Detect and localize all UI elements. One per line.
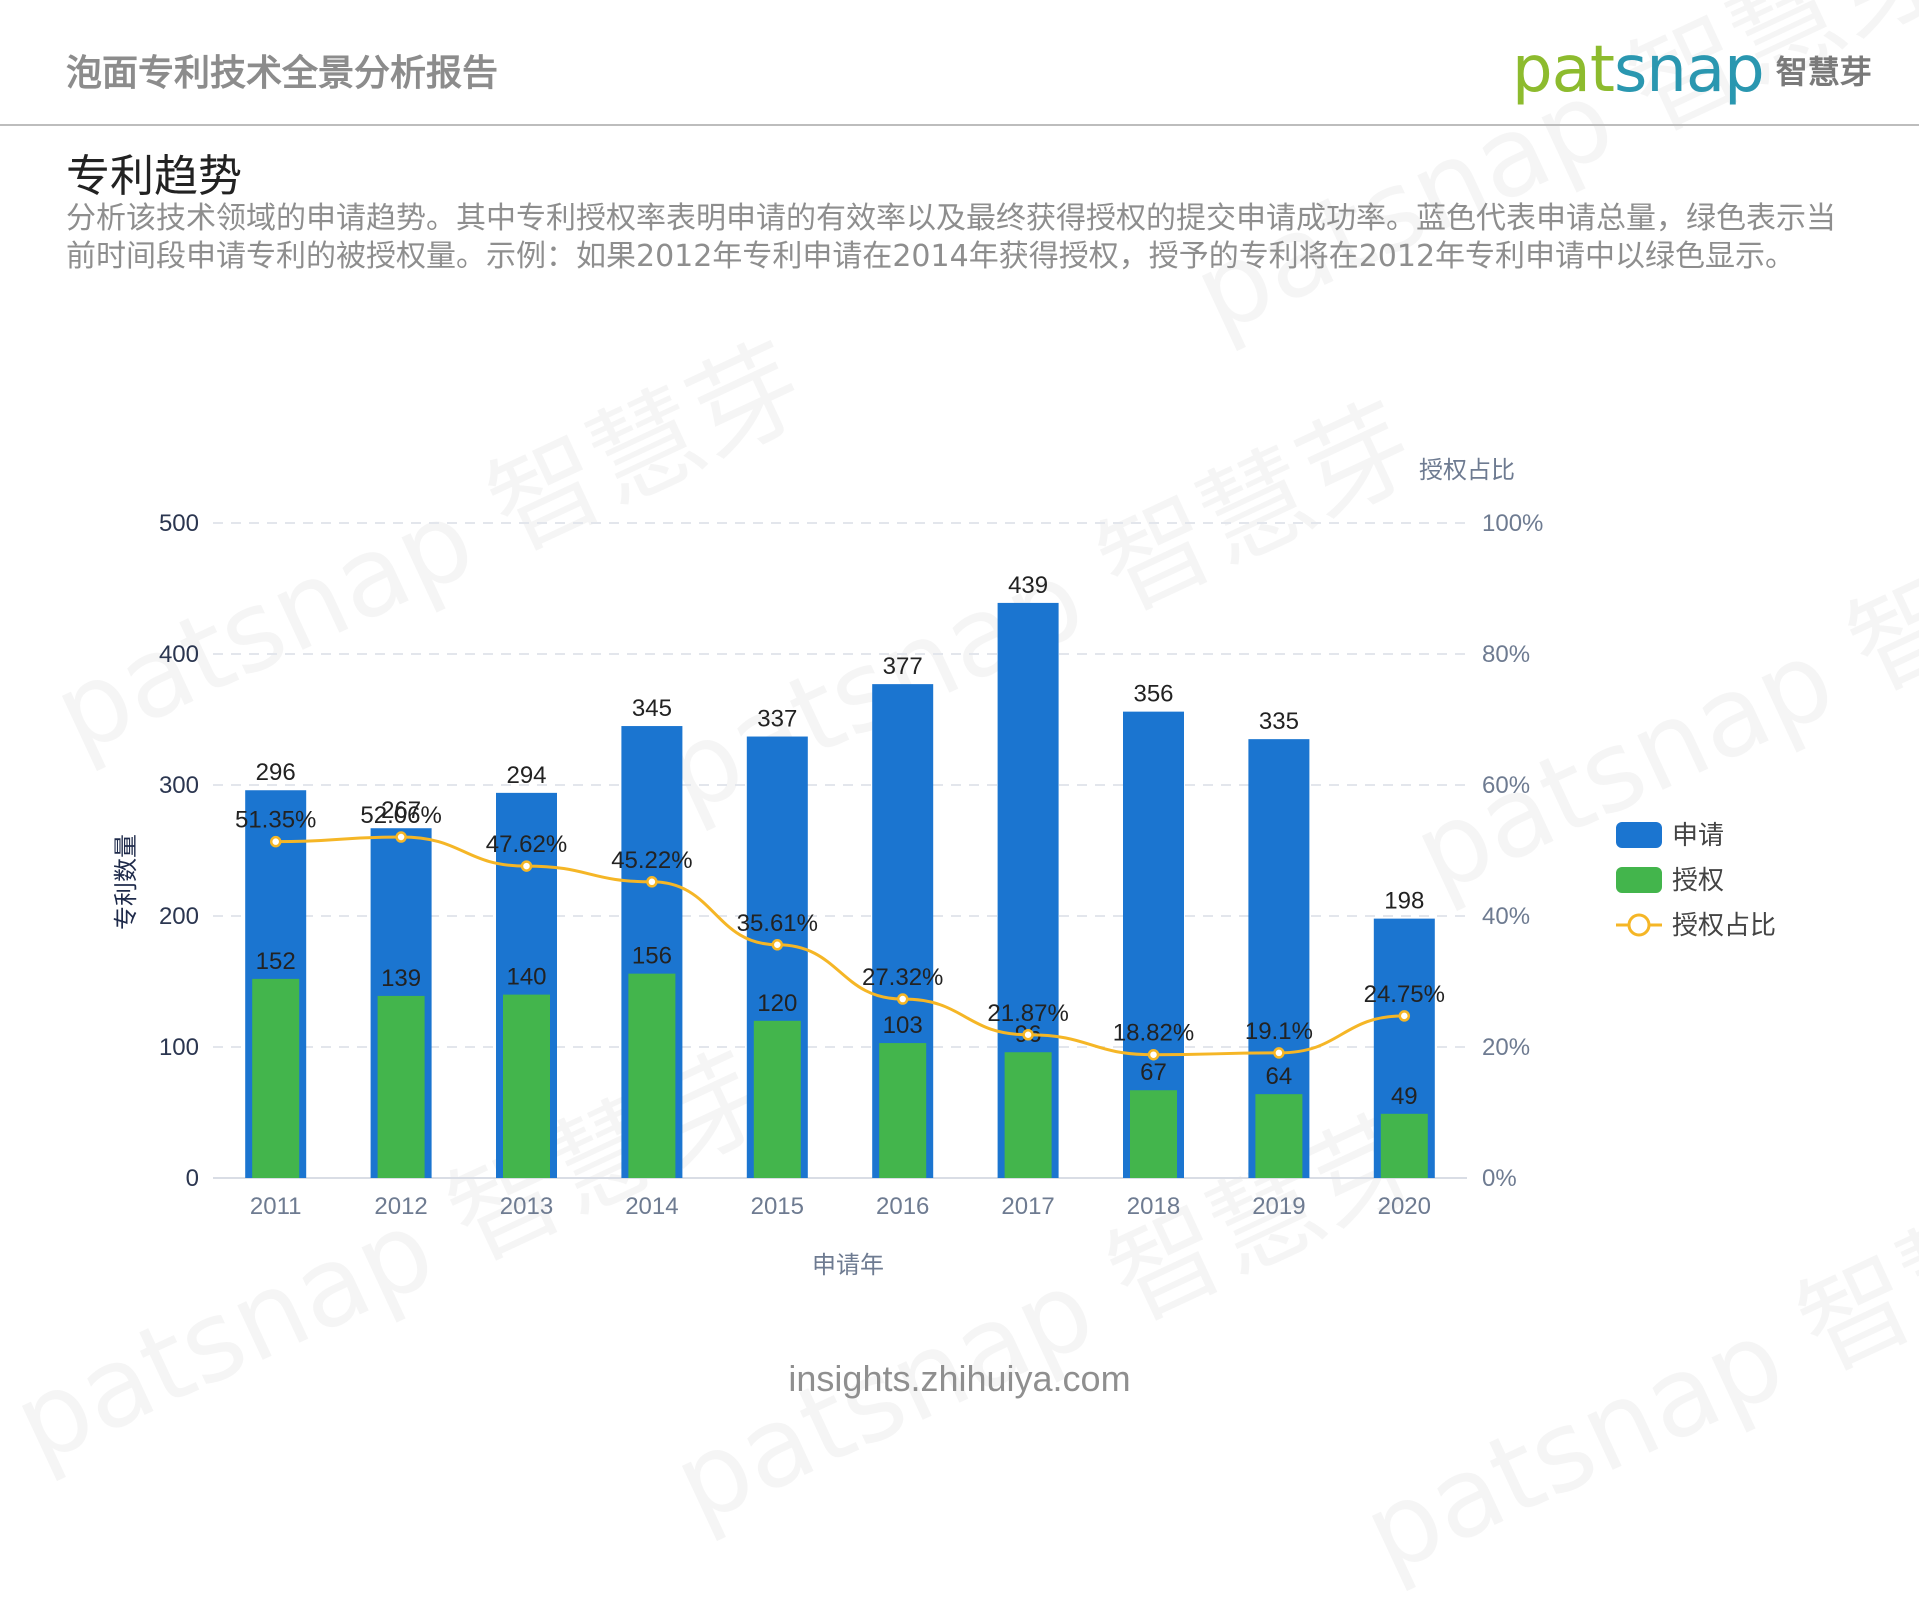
grant-ratio-point[interactable] [395,831,407,843]
bar-applications-label: 337 [757,706,797,733]
bar-grants[interactable] [753,1020,801,1178]
x-tick-label: 2018 [1127,1193,1180,1220]
bar-grants-label: 156 [632,943,672,970]
bar-grants[interactable] [503,994,550,1178]
footer-url: insights.zhihuiya.com [788,1358,1131,1399]
patent-trend-chart: 01002003004005000%20%40%60%80%100%授权占比专利… [112,456,1776,1279]
bar-applications-label: 198 [1384,888,1424,915]
bar-grants[interactable] [377,995,425,1178]
x-tick-label: 2012 [374,1193,427,1220]
x-tick-label: 2016 [876,1193,929,1220]
grant-ratio-point[interactable] [520,860,533,872]
grant-ratio-label: 52.06% [360,802,441,829]
grant-ratio-point[interactable] [1273,1047,1285,1059]
bar-grants-label: 120 [757,990,797,1017]
logo-cn: 智慧芽 [1775,53,1872,91]
x-tick-label: 2017 [1001,1193,1054,1220]
y-tick-label: 200 [159,903,199,930]
logo-snap: snap [1613,33,1765,107]
grant-ratio-label: 27.32% [862,964,943,991]
legend-grants-label[interactable]: 授权 [1672,866,1724,896]
section-title: 专利趋势 [66,151,242,202]
y-tick-label: 400 [159,641,199,668]
grant-ratio-line [275,835,1405,1057]
grant-ratio-point[interactable] [1022,1029,1034,1041]
legend-ratio-circle-icon[interactable] [1627,913,1651,937]
section-description: 分析该技术领域的申请趋势。其中专利授权率表明申请的有效率以及最终获得授权的提交申… [66,201,1836,274]
x-tick-label: 2015 [751,1193,804,1220]
y2-tick-label: 0% [1482,1165,1517,1192]
bar-grants-label: 49 [1391,1083,1418,1110]
legend-applications-label[interactable]: 申请 [1672,821,1724,851]
grant-ratio-point[interactable] [1398,1010,1411,1022]
grant-ratio-label: 18.82% [1113,1020,1194,1047]
bar-applications-label: 294 [506,762,546,789]
bar-applications-label: 345 [632,695,672,722]
bar-grants-label: 67 [1140,1059,1167,1086]
y-tick-label: 100 [159,1034,199,1061]
report-title: 泡面专利技术全景分析报告 [66,53,499,94]
bar-grants[interactable] [1130,1090,1177,1178]
y2-tick-label: 20% [1482,1034,1530,1061]
grant-ratio-label: 24.75% [1364,981,1445,1008]
legend-applications-swatch[interactable] [1616,822,1662,848]
grant-ratio-point[interactable] [269,835,282,848]
header-divider [0,124,1919,126]
x-tick-label: 2014 [625,1193,678,1220]
bar-grants[interactable] [1255,1094,1303,1178]
bar-applications-label: 377 [883,653,923,680]
bar-grants[interactable] [628,973,676,1178]
logo-pat: pat [1512,33,1615,107]
grant-ratio-label: 45.22% [611,847,692,874]
grant-ratio-point[interactable] [1147,1048,1160,1061]
x-tick-label: 2019 [1252,1193,1305,1220]
bar-grants-label: 139 [381,965,421,992]
bar-grants[interactable] [1004,1052,1052,1178]
bar-grants[interactable] [252,978,300,1178]
grant-ratio-point[interactable] [896,993,909,1005]
y2-axis-title: 授权占比 [1419,456,1515,484]
x-tick-label: 2020 [1378,1193,1431,1220]
bar-grants-label: 140 [506,964,546,991]
y-axis-title: 专利数量 [112,834,140,930]
legend-ratio-label[interactable]: 授权占比 [1672,911,1776,941]
x-axis-title: 申请年 [812,1251,884,1279]
grant-ratio-point[interactable] [771,939,784,951]
y2-tick-label: 60% [1482,772,1530,799]
patsnap-logo: pat snap 智慧芽 [1512,30,1872,110]
bar-applications-label: 356 [1133,681,1173,708]
bar-grants-label: 103 [883,1012,923,1039]
grant-ratio-label: 21.87% [987,1000,1068,1027]
x-tick-label: 2013 [500,1193,553,1220]
y2-tick-label: 40% [1482,903,1530,930]
bar-applications-label: 335 [1259,708,1299,735]
legend-grants-swatch[interactable] [1616,867,1662,893]
x-tick-label: 2011 [250,1193,302,1220]
y-tick-label: 500 [159,510,199,537]
y-tick-label: 0 [186,1165,199,1192]
bar-grants[interactable] [879,1043,927,1178]
grant-ratio-label: 19.1% [1245,1018,1313,1045]
bar-applications-label: 296 [256,759,296,786]
y2-tick-label: 80% [1482,641,1530,668]
bar-grants-label: 152 [256,948,296,975]
bar-grants-label: 64 [1266,1063,1293,1090]
grant-ratio-point[interactable] [646,876,658,888]
grant-ratio-label: 35.61% [737,910,818,937]
y2-tick-label: 100% [1482,510,1543,537]
grant-ratio-label: 51.35% [235,807,316,834]
bar-grants[interactable] [1380,1113,1428,1178]
y-tick-label: 300 [159,772,199,799]
grant-ratio-label: 47.62% [486,831,567,858]
bar-applications-label: 267 [381,797,421,824]
bar-applications-label: 439 [1008,572,1048,599]
